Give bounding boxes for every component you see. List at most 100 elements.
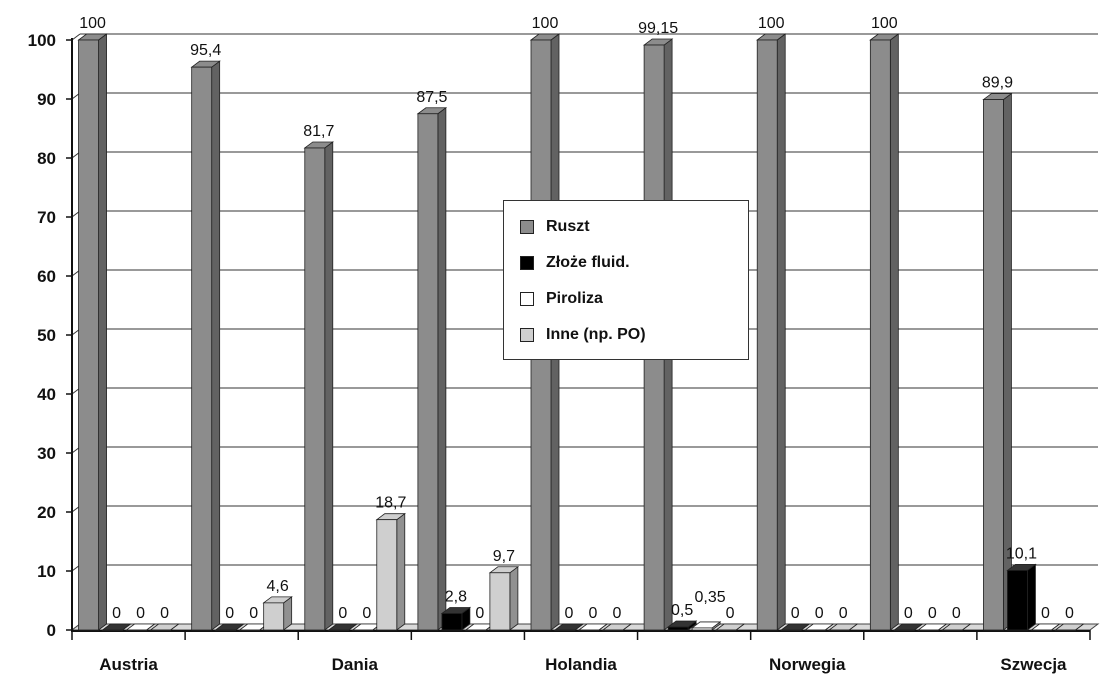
- legend-item-zloze-fluid: Złoże fluid.: [520, 245, 748, 281]
- legend-item-inne: Inne (np. PO): [520, 317, 748, 353]
- bar-1-6: [780, 623, 811, 631]
- data-label: 0: [112, 605, 121, 622]
- ytick-label: 40: [37, 385, 56, 404]
- bar-1-5: [666, 620, 698, 631]
- data-label: 81,7: [303, 123, 334, 140]
- bar-0-3: [416, 106, 448, 631]
- bar-3-1: [262, 596, 293, 631]
- data-label: 0: [928, 605, 937, 622]
- bar-2-7: [917, 623, 948, 631]
- data-label: 0: [589, 605, 598, 622]
- data-label: 4,6: [267, 578, 289, 595]
- ytick-label: 0: [47, 621, 56, 640]
- data-label: 95,4: [190, 42, 221, 59]
- bar-1-1: [214, 623, 245, 631]
- bar-2-1: [238, 623, 269, 631]
- bar-3-6: [828, 623, 859, 631]
- data-label: 0: [160, 605, 169, 622]
- bar-1-7: [893, 623, 924, 631]
- data-label: 0: [952, 605, 961, 622]
- bar-1-4: [553, 623, 585, 631]
- bar-1-8: [1006, 563, 1037, 631]
- ytick-label: 10: [37, 562, 56, 581]
- legend-swatch-ruszt: [520, 220, 534, 234]
- data-label: 9,7: [493, 548, 515, 565]
- bar-3-3: [488, 565, 520, 631]
- data-label: 100: [871, 15, 898, 32]
- ytick-label: 70: [37, 208, 56, 227]
- data-label: 0: [565, 605, 574, 622]
- data-label: 0: [815, 605, 824, 622]
- xtick-label: Austria: [99, 655, 158, 674]
- data-label: 0: [136, 605, 145, 622]
- legend-swatch-piroliza: [520, 292, 534, 306]
- data-label: 0: [225, 605, 234, 622]
- data-label: 0: [338, 605, 347, 622]
- data-label: 0: [839, 605, 848, 622]
- data-label: 10,1: [1006, 545, 1037, 562]
- xtick-label: Norwegia: [769, 655, 846, 674]
- data-label: 0: [475, 605, 484, 622]
- bar-3-0: [149, 623, 180, 631]
- data-label: 0: [249, 605, 258, 622]
- bar-3-5: [714, 623, 746, 631]
- legend-label-ruszt: Ruszt: [546, 218, 590, 235]
- ytick-label: 80: [37, 149, 56, 168]
- bar-1-2: [327, 623, 358, 631]
- data-label: 0: [362, 605, 371, 622]
- data-label: 89,9: [982, 75, 1013, 92]
- bar-0-2: [303, 141, 334, 631]
- xtick-label: Holandia: [545, 655, 617, 674]
- bar-3-4: [601, 623, 633, 631]
- bar-0-7: [869, 33, 900, 631]
- ytick-label: 50: [37, 326, 56, 345]
- ytick-label: 20: [37, 503, 56, 522]
- ytick-label: 90: [37, 90, 56, 109]
- gridline-side: [71, 33, 81, 41]
- legend-swatch-zloze-fluid: [520, 256, 534, 270]
- data-label: 100: [79, 15, 106, 32]
- data-label: 2,8: [445, 588, 467, 605]
- legend-swatch-inne: [520, 328, 534, 342]
- legend-label-zloze-fluid: Złoże fluid.: [546, 254, 630, 271]
- data-label: 0: [904, 605, 913, 622]
- data-label: 0,35: [695, 589, 726, 606]
- bar-2-5: [690, 621, 722, 631]
- data-label: 18,7: [375, 495, 406, 512]
- data-label: 100: [532, 15, 559, 32]
- bar-0-0: [77, 33, 108, 631]
- legend-label-inne: Inne (np. PO): [546, 326, 646, 343]
- data-label: 0: [1065, 605, 1074, 622]
- bar-2-4: [577, 623, 609, 631]
- bar-3-7: [941, 623, 972, 631]
- bar-0-6: [756, 33, 787, 631]
- legend: Ruszt Złoże fluid. Piroliza Inne (np. PO…: [503, 200, 749, 360]
- data-label: 0: [726, 605, 735, 622]
- legend-item-piroliza: Piroliza: [520, 281, 748, 317]
- ytick-label: 60: [37, 267, 56, 286]
- bar-3-8: [1054, 623, 1085, 631]
- bar-1-0: [101, 623, 132, 631]
- bar-0-1: [190, 60, 221, 631]
- data-label: 0: [613, 605, 622, 622]
- bar-1-3: [440, 606, 472, 631]
- bars: [77, 33, 1085, 631]
- bar-2-8: [1030, 623, 1061, 631]
- bar-2-0: [125, 623, 156, 631]
- legend-label-piroliza: Piroliza: [546, 290, 603, 307]
- data-label: 0,5: [671, 602, 693, 619]
- ytick-label: 30: [37, 444, 56, 463]
- bar-0-8: [982, 92, 1013, 631]
- data-label: 0: [791, 605, 800, 622]
- data-label: 100: [758, 15, 785, 32]
- ytick-label: 100: [28, 31, 56, 50]
- data-label: 87,5: [416, 89, 447, 106]
- data-label: 0: [1041, 605, 1050, 622]
- legend-item-ruszt: Ruszt: [520, 209, 748, 245]
- bar-3-2: [375, 512, 406, 631]
- data-label: 99,15: [638, 20, 678, 37]
- xtick-label: Dania: [332, 655, 379, 674]
- bar-2-2: [351, 623, 382, 631]
- bar-2-6: [804, 623, 835, 631]
